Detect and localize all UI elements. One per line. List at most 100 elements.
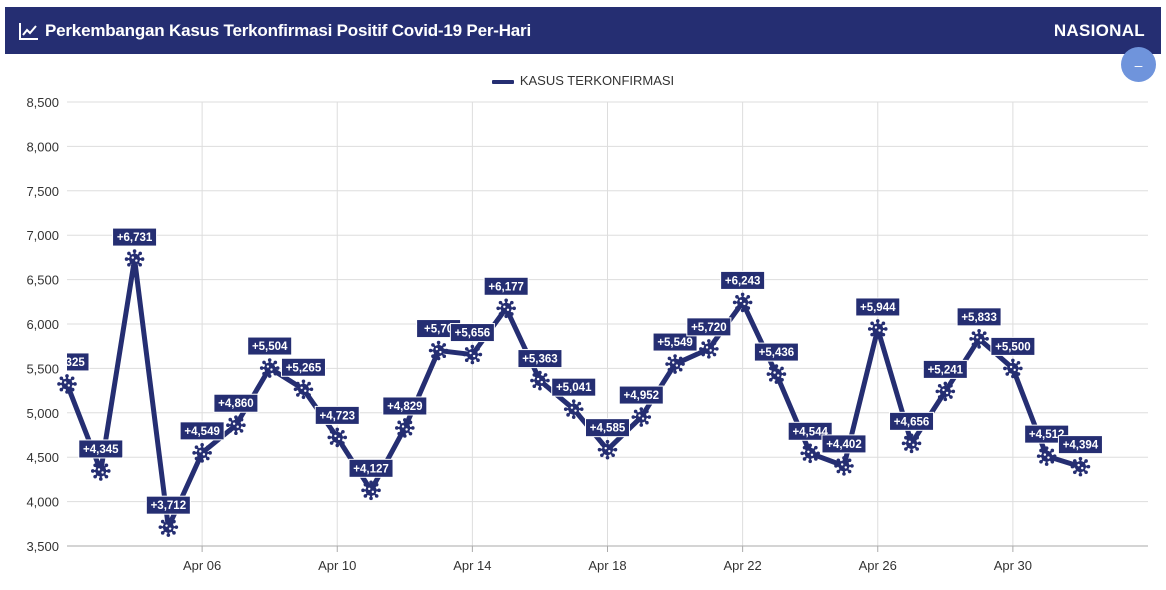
data-label: +5,265	[286, 362, 322, 374]
y-tick-label: 4,500	[26, 450, 59, 465]
data-label-box	[753, 342, 799, 362]
data-label: +5,436	[759, 347, 795, 359]
data-point	[226, 415, 246, 436]
data-point	[428, 340, 449, 361]
data-label-box	[1057, 435, 1103, 455]
data-point	[124, 249, 145, 269]
data-label: +4,656	[894, 416, 930, 428]
y-tick-label: 7,500	[26, 184, 59, 199]
data-point	[158, 517, 179, 537]
data-label: +5,944	[860, 302, 896, 314]
data-label-box	[720, 270, 766, 290]
legend-item-kasus[interactable]: KASUS TERKONFIRMASI	[491, 73, 675, 88]
data-point	[699, 339, 719, 359]
page-title: Perkembangan Kasus Terkonfirmasi Positif…	[45, 20, 531, 40]
data-label: +5,241	[928, 364, 964, 376]
data-label: +4,860	[218, 398, 254, 410]
x-tick-label: Apr 06	[183, 558, 221, 573]
data-label: +4,512	[1029, 429, 1065, 441]
data-label: +5,504	[252, 341, 288, 353]
data-point	[530, 370, 550, 391]
data-label: +4,723	[320, 410, 356, 422]
data-label-box	[686, 317, 732, 337]
data-label: +5,325	[49, 357, 85, 369]
data-label-box	[652, 332, 698, 352]
y-tick-label: 8,500	[26, 95, 59, 110]
region-label: NASIONAL	[1053, 20, 1145, 40]
x-tick-label: Apr 30	[994, 558, 1032, 573]
data-labels: +5,325 +4,345 +6,731 +3,712 +4,549 +4,860 +5,5…	[49, 227, 1103, 515]
data-label-box	[483, 276, 529, 296]
data-label: +6,731	[117, 232, 153, 244]
data-point	[935, 381, 956, 402]
data-label: +4,402	[826, 439, 862, 451]
data-point	[327, 427, 348, 448]
data-label: +5,549	[657, 337, 693, 349]
data-label: +3,712	[151, 500, 187, 512]
data-label: +5,041	[556, 382, 592, 394]
data-label-box	[314, 405, 360, 425]
y-tick-label: 4,000	[26, 495, 59, 510]
data-label: +4,345	[83, 444, 119, 456]
data-point	[259, 358, 280, 378]
data-point	[496, 298, 516, 319]
x-tick-label: Apr 22	[723, 558, 761, 573]
data-point	[395, 418, 415, 438]
data-label-box	[821, 434, 867, 454]
data-label-box	[889, 411, 935, 431]
data-label-box	[922, 359, 968, 379]
data-point	[901, 433, 922, 454]
data-label-box	[78, 439, 124, 459]
data-label-box	[618, 385, 664, 405]
data-label-box	[67, 352, 90, 372]
data-point	[1070, 456, 1091, 477]
data-point	[293, 379, 314, 400]
y-tick-label: 7,000	[26, 228, 59, 243]
data-label: +6,243	[725, 275, 761, 287]
x-tick-label: Apr 14	[453, 558, 491, 573]
data-point	[867, 319, 888, 339]
y-tick-label: 5,500	[26, 361, 59, 376]
legend-label: KASUS TERKONFIRMASI	[519, 73, 675, 88]
data-label: +4,127	[353, 463, 389, 475]
data-label-box	[145, 495, 191, 515]
data-label-box	[1024, 424, 1070, 444]
data-point	[597, 439, 618, 460]
data-point	[563, 399, 584, 419]
data-label-box	[213, 393, 259, 413]
data-label-box	[517, 349, 563, 369]
data-point	[192, 443, 212, 463]
data-point	[1003, 358, 1023, 379]
chart-area: 3,500 4,000 4,500 5,000 5,500 6,000 6,500 7,000…	[0, 60, 1166, 590]
data-label-box	[348, 458, 394, 478]
y-tick-label: 5,000	[26, 406, 59, 421]
data-label: +5,500	[995, 341, 1031, 353]
data-label-box	[551, 377, 597, 397]
data-point	[57, 374, 77, 394]
data-label-box	[449, 323, 495, 343]
data-point	[969, 329, 989, 349]
data-label: +4,549	[184, 426, 220, 438]
data-label-box	[787, 421, 833, 441]
y-tick-label: 8,000	[26, 139, 59, 154]
data-label-box	[179, 421, 225, 441]
data-label-box	[990, 336, 1036, 356]
zoom-reset-button[interactable]: –	[1121, 47, 1156, 82]
data-label: +4,394	[1063, 440, 1099, 452]
data-label: +5,70	[424, 324, 453, 336]
minus-icon: –	[1134, 56, 1143, 73]
data-point	[1036, 446, 1057, 466]
data-label: +6,177	[488, 281, 524, 293]
data-label-box	[382, 396, 428, 416]
header-left: Perkembangan Kasus Terkonfirmasi Positif…	[19, 21, 531, 41]
data-label: +5,656	[455, 328, 491, 340]
data-label: +4,829	[387, 401, 423, 413]
chart-header: Perkembangan Kasus Terkonfirmasi Positif…	[5, 7, 1161, 54]
data-label-box	[855, 297, 901, 317]
x-tick-label: Apr 26	[859, 558, 897, 573]
data-point	[631, 407, 652, 427]
data-label: +5,833	[961, 312, 997, 324]
line-chart-icon	[19, 22, 38, 40]
data-label-box	[585, 418, 630, 438]
y-tick-label: 6,500	[26, 273, 59, 288]
